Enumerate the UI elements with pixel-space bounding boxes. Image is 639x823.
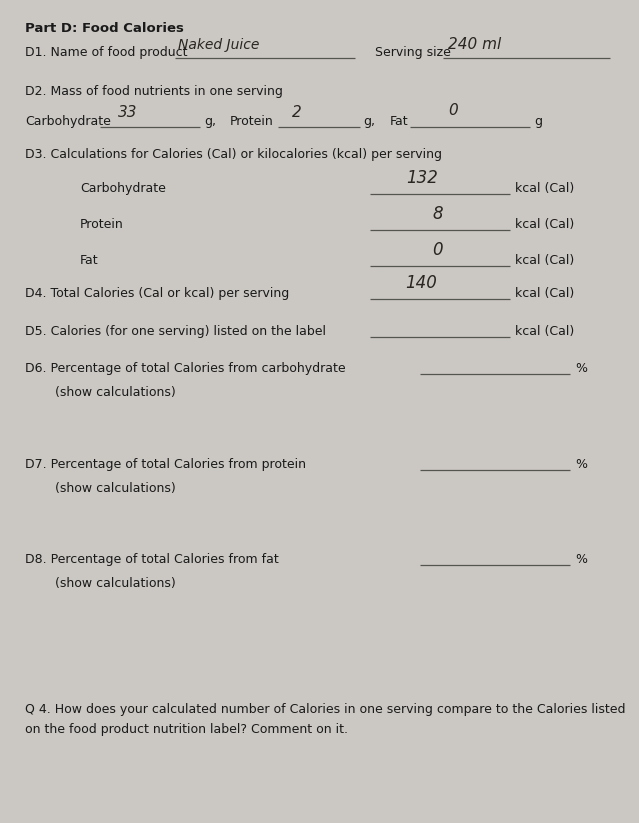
Text: 0: 0 [448, 103, 458, 118]
Text: %: % [575, 458, 587, 471]
Text: %: % [575, 362, 587, 375]
Text: Carbohydrate: Carbohydrate [80, 182, 166, 195]
Text: %: % [575, 553, 587, 566]
Text: D8. Percentage of total Calories from fat: D8. Percentage of total Calories from fa… [25, 553, 279, 566]
Text: kcal (Cal): kcal (Cal) [515, 254, 574, 267]
Text: g,: g, [204, 115, 216, 128]
Text: D1. Name of food product: D1. Name of food product [25, 46, 187, 59]
Text: kcal (Cal): kcal (Cal) [515, 218, 574, 231]
Text: (show calculations): (show calculations) [55, 482, 176, 495]
Text: kcal (Cal): kcal (Cal) [515, 287, 574, 300]
Text: kcal (Cal): kcal (Cal) [515, 182, 574, 195]
Text: D3. Calculations for Calories (Cal) or kilocalories (kcal) per serving: D3. Calculations for Calories (Cal) or k… [25, 148, 442, 161]
Text: on the food product nutrition label? Comment on it.: on the food product nutrition label? Com… [25, 723, 348, 736]
Text: kcal (Cal): kcal (Cal) [515, 325, 574, 338]
Text: 240 ml: 240 ml [448, 37, 501, 52]
Text: 8: 8 [432, 205, 443, 223]
Text: 140: 140 [405, 274, 437, 292]
Text: Fat: Fat [390, 115, 408, 128]
Text: Fat: Fat [80, 254, 98, 267]
Text: 2: 2 [292, 105, 302, 120]
Text: D4. Total Calories (Cal or kcal) per serving: D4. Total Calories (Cal or kcal) per ser… [25, 287, 289, 300]
Text: Protein: Protein [230, 115, 273, 128]
Text: Carbohydrate: Carbohydrate [25, 115, 111, 128]
Text: Naked Juice: Naked Juice [178, 38, 259, 52]
Text: (show calculations): (show calculations) [55, 386, 176, 399]
Text: 132: 132 [406, 169, 438, 187]
Text: g,: g, [363, 115, 375, 128]
Text: Q 4. How does your calculated number of Calories in one serving compare to the C: Q 4. How does your calculated number of … [25, 703, 626, 716]
Text: D2. Mass of food nutrients in one serving: D2. Mass of food nutrients in one servin… [25, 85, 283, 98]
Text: D6. Percentage of total Calories from carbohydrate: D6. Percentage of total Calories from ca… [25, 362, 346, 375]
Text: 0: 0 [432, 241, 443, 259]
Text: Serving size: Serving size [375, 46, 451, 59]
Text: Protein: Protein [80, 218, 124, 231]
Text: D5. Calories (for one serving) listed on the label: D5. Calories (for one serving) listed on… [25, 325, 326, 338]
Text: 33: 33 [118, 105, 137, 120]
Text: D7. Percentage of total Calories from protein: D7. Percentage of total Calories from pr… [25, 458, 306, 471]
Text: (show calculations): (show calculations) [55, 577, 176, 590]
Text: g: g [534, 115, 542, 128]
Text: Part D: Food Calories: Part D: Food Calories [25, 22, 184, 35]
